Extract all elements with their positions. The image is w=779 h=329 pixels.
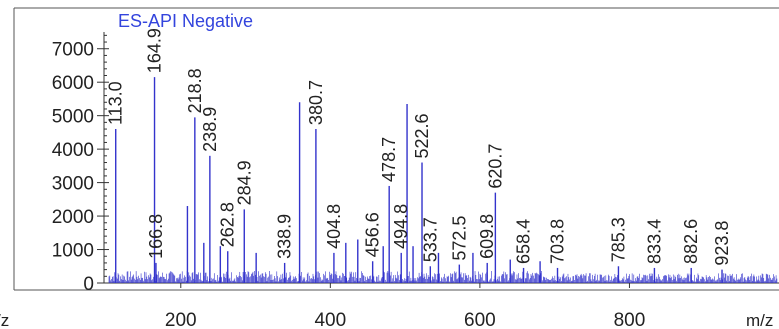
peak-label: 923.8 — [712, 221, 732, 266]
left-edge-axis-label: /z — [0, 311, 9, 329]
peak-label: 166.8 — [146, 214, 166, 259]
peak-label: 882.6 — [681, 219, 701, 264]
axes-group: 0 1000 2000 3000 4000 5000 6000 7000 200 400 600 80… — [52, 32, 779, 329]
peak-label: 703.8 — [548, 219, 568, 264]
chart-title: ES-API Negative — [118, 11, 253, 31]
y-tick-label: 3000 — [52, 174, 94, 195]
y-tick-label: 7000 — [52, 40, 94, 61]
peak-label: 380.7 — [306, 80, 326, 125]
x-tick-label: 400 — [314, 310, 346, 329]
peak-bars-group — [115, 77, 723, 283]
peak-label: 456.6 — [363, 212, 383, 257]
x-tick-label: 800 — [614, 310, 646, 329]
peak-label: 113.0 — [106, 81, 126, 125]
y-tick-label: 6000 — [52, 73, 94, 94]
peak-label: 609.8 — [477, 214, 497, 259]
peak-label: 833.4 — [644, 219, 664, 264]
peak-label: 533.7 — [420, 217, 440, 262]
peak-label: 164.9 — [145, 28, 165, 73]
peak-label: 620.7 — [485, 144, 505, 189]
peak-label: 218.8 — [185, 68, 205, 113]
y-tick-label: 2000 — [52, 207, 94, 228]
peak-label: 522.6 — [412, 113, 432, 158]
peak-label: 494.8 — [391, 204, 411, 249]
x-axis-label: m/z — [746, 311, 773, 329]
peak-label: 478.7 — [379, 137, 399, 182]
y-tick-label: 1000 — [52, 241, 94, 262]
y-tick-label: 5000 — [52, 107, 94, 128]
y-tick-label: 0 — [83, 274, 94, 295]
x-tick-label: 600 — [464, 310, 496, 329]
peak-label: 284.9 — [234, 160, 254, 205]
peak-label: 785.3 — [608, 217, 628, 262]
x-tick-label: 200 — [165, 310, 197, 329]
peak-label: 262.8 — [218, 202, 238, 247]
peak-label: 404.8 — [324, 204, 344, 249]
peak-label: 572.5 — [449, 216, 469, 261]
y-tick-label: 4000 — [52, 140, 94, 161]
peak-label: 658.4 — [514, 219, 534, 264]
peak-label: 238.9 — [200, 107, 220, 152]
peak-label: 338.9 — [275, 214, 295, 259]
